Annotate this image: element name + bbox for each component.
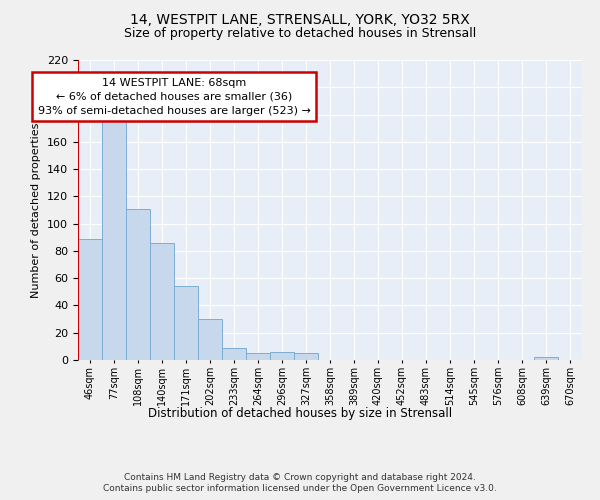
Bar (246, 353, 270, 360)
Text: Contains public sector information licensed under the Open Government Licence v3: Contains public sector information licen… (103, 484, 497, 493)
Bar (222, 348, 246, 360)
Bar (126, 208, 150, 360)
Text: 14 WESTPIT LANE: 68sqm
← 6% of detached houses are smaller (36)
93% of semi-deta: 14 WESTPIT LANE: 68sqm ← 6% of detached … (38, 78, 310, 116)
Bar (78, 238, 102, 360)
Bar (294, 353, 318, 360)
Text: Distribution of detached houses by size in Strensall: Distribution of detached houses by size … (148, 408, 452, 420)
Bar (102, 113, 126, 360)
Bar (534, 358, 558, 360)
Bar (150, 242, 174, 360)
Text: Contains HM Land Registry data © Crown copyright and database right 2024.: Contains HM Land Registry data © Crown c… (124, 472, 476, 482)
Bar (198, 319, 222, 360)
Y-axis label: Number of detached properties: Number of detached properties (31, 122, 41, 298)
Text: Size of property relative to detached houses in Strensall: Size of property relative to detached ho… (124, 28, 476, 40)
Bar (174, 286, 198, 360)
Bar (270, 352, 294, 360)
Text: 14, WESTPIT LANE, STRENSALL, YORK, YO32 5RX: 14, WESTPIT LANE, STRENSALL, YORK, YO32 … (130, 12, 470, 26)
